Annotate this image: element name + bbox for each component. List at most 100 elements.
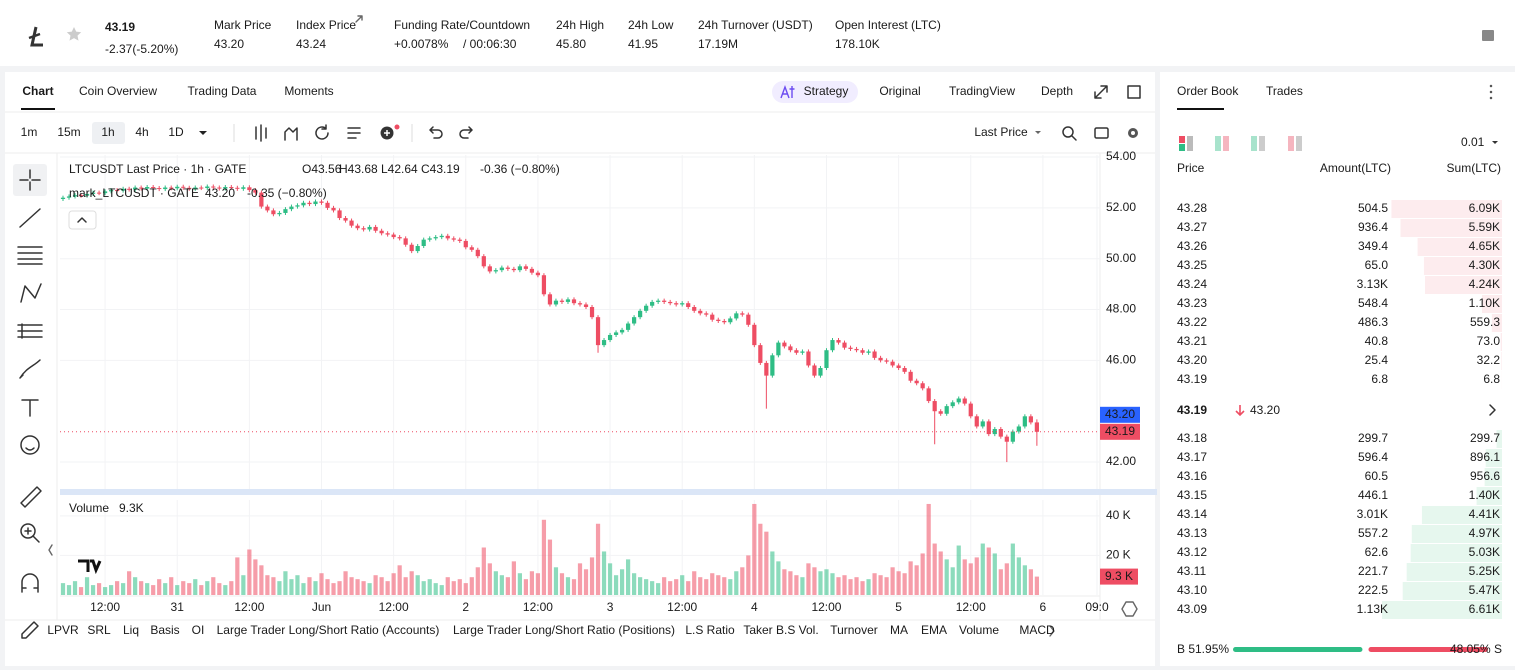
chart-tab[interactable]: Moments <box>284 84 333 98</box>
indicator[interactable]: Large Trader Long/Short Ratio (Accounts) <box>217 623 440 637</box>
search-icon[interactable] <box>1062 126 1074 138</box>
view-tab[interactable]: Strategy <box>804 84 849 98</box>
collapse-icon[interactable] <box>48 544 53 556</box>
caret[interactable] <box>1035 131 1041 134</box>
book-price[interactable]: 43.10 <box>1177 583 1207 597</box>
book-price[interactable]: 43.24 <box>1177 277 1207 291</box>
layout-sell[interactable] <box>1251 136 1257 151</box>
stat-label[interactable]: Open Interest (LTC) <box>835 18 941 32</box>
interval[interactable]: 4h <box>135 125 148 139</box>
interval[interactable]: 1D <box>168 125 184 139</box>
view-tab[interactable]: TradingView <box>949 84 1015 98</box>
book-price[interactable]: 43.09 <box>1177 602 1207 616</box>
candle-body <box>319 201 324 203</box>
fullscreen-icon[interactable] <box>1094 85 1108 99</box>
book-price[interactable]: 43.19 <box>1177 372 1207 386</box>
magnet-tool[interactable] <box>21 573 39 593</box>
layout-sell-only[interactable] <box>1288 136 1294 151</box>
prediction-tool[interactable] <box>17 323 43 339</box>
indicator[interactable]: LPVR <box>47 623 79 637</box>
pane-separator[interactable] <box>60 489 1157 495</box>
book-price[interactable]: 43.25 <box>1177 258 1207 272</box>
book-price[interactable]: 43.27 <box>1177 220 1207 234</box>
stat-label[interactable]: 24h Turnover (USDT) <box>698 18 813 32</box>
stat-label[interactable]: 24h High <box>556 18 604 32</box>
stat-label[interactable]: Funding Rate/Countdown <box>394 18 530 32</box>
book-price[interactable]: 43.14 <box>1177 507 1207 521</box>
indicator[interactable]: MACD <box>1019 623 1055 637</box>
window-icon[interactable] <box>1127 85 1141 99</box>
book-icon[interactable] <box>1482 30 1494 41</box>
strategy-pill[interactable] <box>772 81 858 103</box>
stat-label[interactable]: Index Price <box>296 18 356 32</box>
book-price[interactable]: 43.23 <box>1177 296 1207 310</box>
indicator[interactable]: Large Trader Long/Short Ratio (Positions… <box>453 623 675 637</box>
book-price[interactable]: 43.16 <box>1177 469 1207 483</box>
emoji-tool[interactable] <box>20 435 40 455</box>
axis-settings-icon[interactable] <box>1121 601 1138 617</box>
lock-tool[interactable] <box>21 621 39 639</box>
interval[interactable]: 1h <box>101 125 114 139</box>
ruler-tool[interactable] <box>20 486 42 508</box>
book-price[interactable]: 43.28 <box>1177 201 1207 215</box>
view-tab[interactable]: Depth <box>1041 84 1073 98</box>
replay-icon[interactable] <box>315 124 329 140</box>
book-tab[interactable]: Order Book <box>1177 84 1239 98</box>
trendline-tool[interactable] <box>19 208 41 228</box>
candle-type-icon[interactable] <box>255 124 267 142</box>
indicator[interactable]: Turnover <box>830 623 878 637</box>
book-price[interactable]: 43.12 <box>1177 545 1207 559</box>
brush-tool[interactable] <box>19 359 41 379</box>
interval[interactable]: 1m <box>21 125 38 139</box>
chart-tab[interactable]: Chart <box>22 84 53 98</box>
indicator[interactable]: EMA <box>921 623 947 637</box>
book-price[interactable]: 43.21 <box>1177 334 1207 348</box>
depth-bar <box>1425 276 1502 294</box>
text-tool[interactable] <box>21 399 39 417</box>
book-price[interactable]: 43.18 <box>1177 431 1207 445</box>
book-price[interactable]: 43.20 <box>1177 353 1207 367</box>
price-type[interactable]: Last Price <box>974 125 1028 139</box>
detail-arrow[interactable] <box>1489 404 1496 416</box>
book-price[interactable]: 43.17 <box>1177 450 1207 464</box>
stat-label[interactable]: 24h Low <box>628 18 674 32</box>
stat-label[interactable]: Mark Price <box>214 18 272 32</box>
chart-tab[interactable]: Coin Overview <box>79 84 157 98</box>
caret[interactable] <box>1492 141 1498 144</box>
scroll-right[interactable] <box>1049 625 1055 637</box>
layout-both[interactable] <box>1179 136 1185 143</box>
indicator[interactable]: OI <box>192 623 205 637</box>
chart-tab[interactable]: Trading Data <box>188 84 257 98</box>
pattern-tool[interactable] <box>20 283 42 303</box>
indicator[interactable]: Taker B.S Vol. <box>743 623 818 637</box>
redo-icon[interactable] <box>459 126 473 139</box>
book-price[interactable]: 43.26 <box>1177 239 1207 253</box>
undo-icon[interactable] <box>429 126 443 139</box>
collapse-button[interactable] <box>68 210 97 230</box>
view-tab[interactable]: Original <box>879 84 920 98</box>
book-price[interactable]: 43.15 <box>1177 488 1207 502</box>
indicator[interactable]: MA <box>890 623 908 637</box>
volume-bar <box>481 547 486 595</box>
zoom-tool[interactable] <box>20 523 36 539</box>
fib-tool[interactable] <box>17 246 43 265</box>
book-tab[interactable]: Trades <box>1266 84 1303 98</box>
indicator[interactable]: Volume <box>959 623 999 637</box>
indicator-icon[interactable] <box>284 127 298 141</box>
coin-logo <box>28 26 43 47</box>
favorite-star[interactable] <box>66 27 82 41</box>
crosshair-tool[interactable] <box>19 169 41 191</box>
indicator[interactable]: SRL <box>87 623 111 637</box>
interval[interactable]: 15m <box>57 125 80 139</box>
book-price[interactable]: 43.13 <box>1177 526 1207 540</box>
indicator[interactable]: L.S Ratio <box>685 623 735 637</box>
layout-buy[interactable] <box>1215 136 1221 151</box>
precision[interactable]: 0.01 <box>1461 135 1485 149</box>
book-price[interactable]: 43.11 <box>1177 564 1206 578</box>
indicator[interactable]: Liq <box>123 623 139 637</box>
caret[interactable] <box>199 131 207 135</box>
indicator[interactable]: Basis <box>150 623 179 637</box>
camera-icon[interactable] <box>1094 127 1109 139</box>
book-price[interactable]: 43.22 <box>1177 315 1207 329</box>
template-icon[interactable] <box>347 127 361 139</box>
